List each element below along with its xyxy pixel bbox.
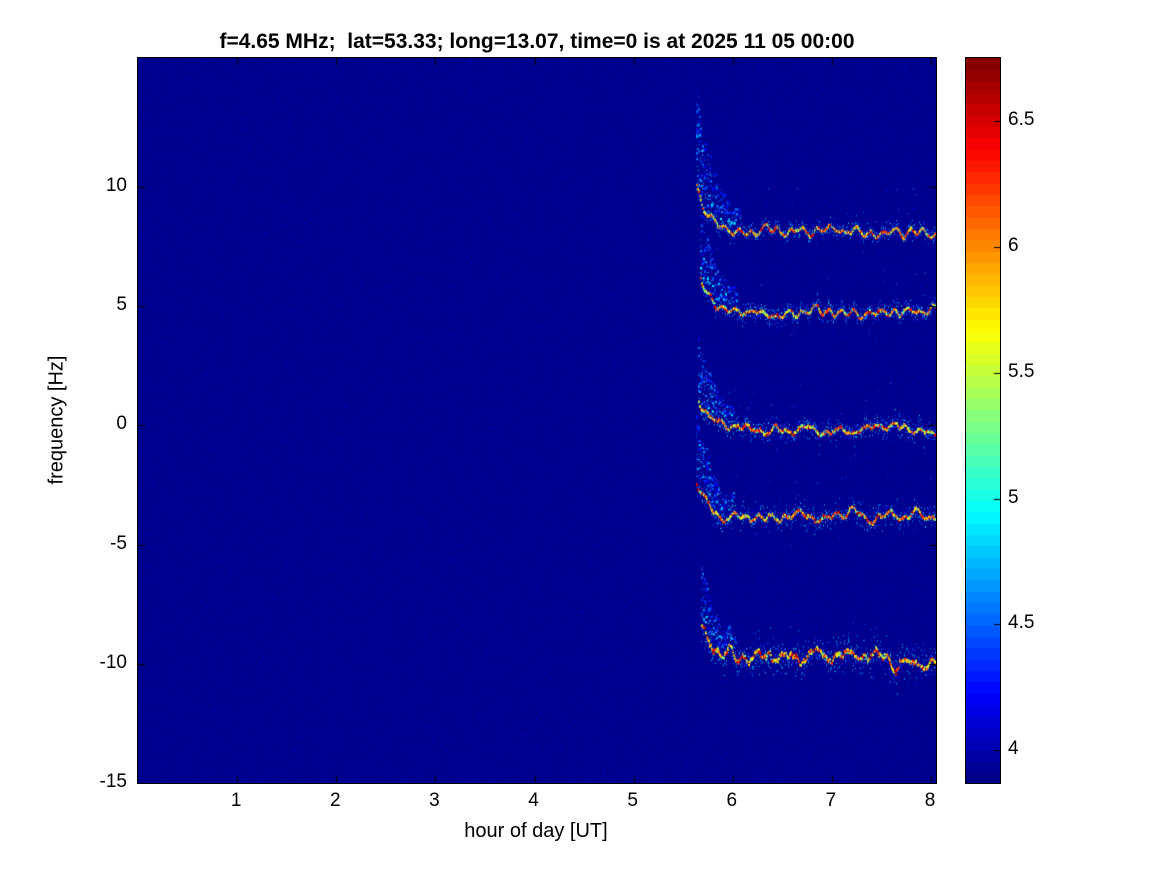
x-tick-label: 3 bbox=[429, 790, 440, 811]
colorbar-tick-label: 5.5 bbox=[1008, 360, 1035, 382]
colorbar-gradient bbox=[966, 58, 1000, 783]
y-tick-label: -10 bbox=[99, 651, 127, 673]
x-tick-label: 1 bbox=[230, 790, 242, 811]
y-tick-label: 0 bbox=[116, 413, 127, 435]
y-tick-label: 10 bbox=[105, 174, 127, 196]
x-tick-label: 8 bbox=[924, 790, 936, 811]
colorbar-tick-label: 6.5 bbox=[1008, 108, 1035, 130]
y-tick-label: -5 bbox=[110, 532, 127, 554]
x-tick-label: 2 bbox=[329, 790, 341, 811]
colorbar-tick-label: 5 bbox=[1008, 486, 1019, 508]
x-tick-label: 4 bbox=[528, 790, 539, 811]
colorbar bbox=[965, 57, 1001, 784]
y-tick-label: 5 bbox=[116, 294, 127, 316]
x-axis-label: hour of day [UT] bbox=[464, 820, 608, 842]
x-tick-label: 7 bbox=[825, 790, 837, 811]
chart-title: f=4.65 MHz; lat=53.33; long=13.07, time=… bbox=[219, 30, 855, 53]
x-tick-label: 6 bbox=[726, 790, 738, 811]
plot-area bbox=[137, 57, 937, 784]
spectrogram-heatmap bbox=[138, 58, 936, 783]
y-tick-label: -15 bbox=[99, 771, 127, 792]
colorbar-tick-label: 4 bbox=[1008, 738, 1019, 760]
colorbar-tick-label: 6 bbox=[1008, 234, 1019, 256]
x-tick-label: 5 bbox=[627, 790, 638, 811]
colorbar-tick-label: 4.5 bbox=[1008, 612, 1035, 634]
